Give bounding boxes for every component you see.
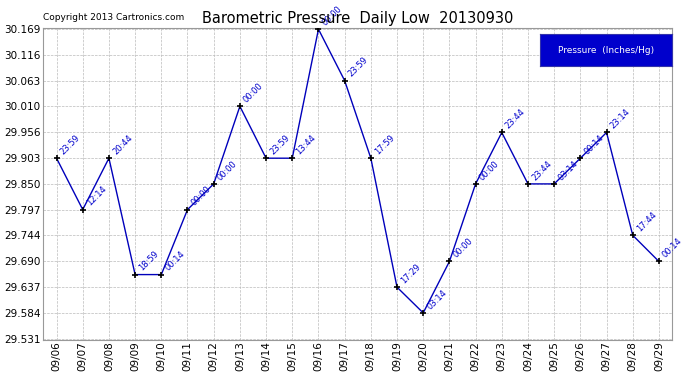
Text: 00:14: 00:14: [582, 133, 606, 156]
Text: 18:59: 18:59: [137, 249, 161, 273]
Text: 00:14: 00:14: [661, 236, 684, 260]
Text: 23:59: 23:59: [59, 133, 82, 156]
Text: 00:00: 00:00: [190, 184, 213, 208]
Text: 00:00: 00:00: [451, 236, 475, 260]
Text: 00:00: 00:00: [477, 159, 501, 182]
Text: Copyright 2013 Cartronics.com: Copyright 2013 Cartronics.com: [43, 13, 185, 22]
Text: 00:00: 00:00: [216, 159, 239, 182]
Text: 23:59: 23:59: [347, 56, 370, 79]
Text: 17:59: 17:59: [373, 133, 396, 156]
Text: 00:14: 00:14: [164, 249, 186, 273]
Text: 00:00: 00:00: [242, 81, 265, 104]
Text: 12:14: 12:14: [85, 184, 108, 208]
Text: 17:29: 17:29: [399, 262, 422, 285]
Text: 13:44: 13:44: [295, 133, 317, 156]
Text: 03:14: 03:14: [425, 288, 449, 311]
Text: 20:44: 20:44: [111, 133, 134, 156]
Text: 17:44: 17:44: [635, 210, 658, 233]
Title: Barometric Pressure  Daily Low  20130930: Barometric Pressure Daily Low 20130930: [202, 10, 513, 26]
Text: 23:44: 23:44: [504, 107, 527, 130]
Text: 00:00: 00:00: [321, 4, 344, 27]
Text: 23:59: 23:59: [268, 133, 291, 156]
Text: 23:14: 23:14: [609, 107, 632, 130]
Text: 23:44: 23:44: [530, 159, 553, 182]
Text: 03:14: 03:14: [556, 159, 580, 182]
